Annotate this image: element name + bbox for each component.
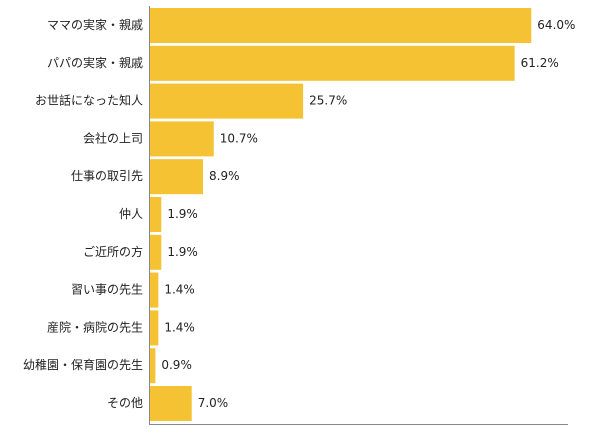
category-label: 習い事の先生 <box>71 283 143 297</box>
value-label: 64.0% <box>537 18 575 32</box>
value-label: 1.9% <box>167 245 198 259</box>
bar <box>150 348 156 384</box>
bar <box>150 310 159 346</box>
value-label: 61.2% <box>521 56 559 70</box>
category-label: 会社の上司 <box>83 130 143 145</box>
category-label: 幼稚園・保育園の先生 <box>23 357 143 372</box>
bar <box>150 272 159 308</box>
category-label: ご近所の方 <box>83 244 143 259</box>
value-label: 1.4% <box>164 283 195 297</box>
bar <box>150 159 204 195</box>
category-label: 産院・病院の先生 <box>47 319 143 334</box>
bar <box>150 121 214 157</box>
value-label: 25.7% <box>309 94 347 108</box>
category-label: お世話になった知人 <box>35 93 143 108</box>
bar <box>150 8 532 43</box>
category-label: 仲人 <box>119 207 143 221</box>
bar <box>150 45 515 81</box>
category-label: ママの実家・親戚 <box>47 17 143 32</box>
bar <box>150 234 162 270</box>
bar <box>150 197 162 232</box>
value-label: 1.4% <box>164 320 195 334</box>
value-label: 10.7% <box>220 131 258 145</box>
bar <box>150 386 192 421</box>
value-label: 0.9% <box>161 358 192 372</box>
bar <box>150 83 304 119</box>
category-label: その他 <box>107 396 143 410</box>
value-label: 8.9% <box>209 169 240 183</box>
category-label: 仕事の取引先 <box>71 169 143 183</box>
category-label: パパの実家・親戚 <box>47 55 143 70</box>
value-label: 7.0% <box>198 396 229 410</box>
value-label: 1.9% <box>167 207 198 221</box>
